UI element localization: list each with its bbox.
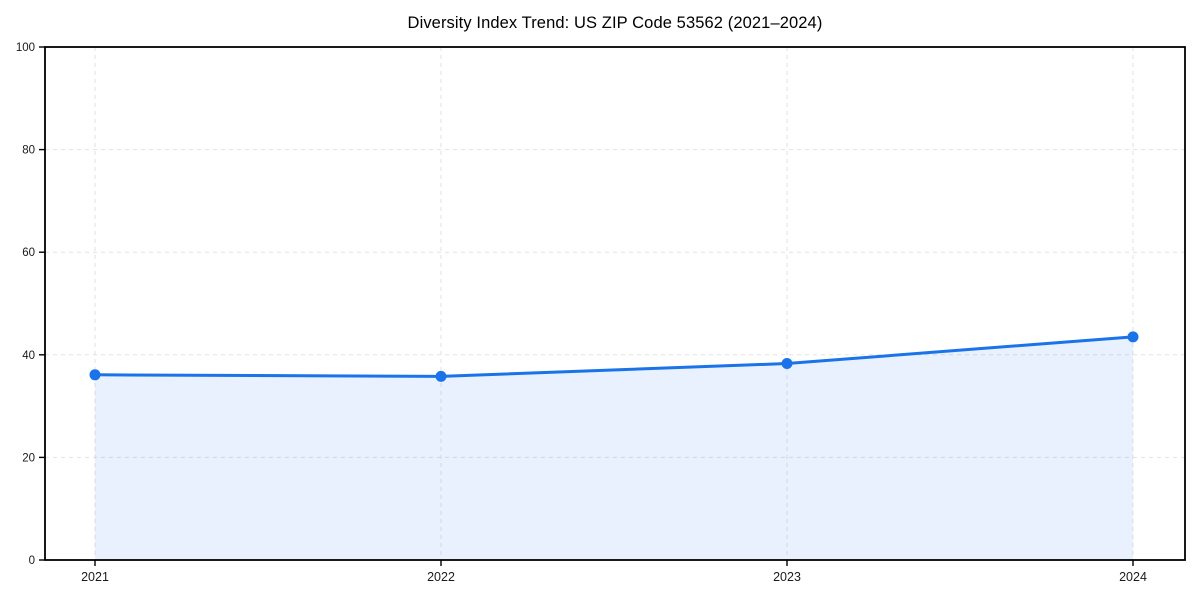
chart-title: Diversity Index Trend: US ZIP Code 53562…	[407, 14, 823, 32]
x-tick-label: 2023	[773, 570, 801, 584]
data-point-2023	[781, 358, 793, 370]
x-tick-label: 2021	[81, 570, 109, 584]
trend-line	[93, 335, 1135, 378]
data-point-2024	[1127, 331, 1139, 343]
y-tick-label: 80	[22, 145, 35, 157]
area-fill	[95, 336, 1133, 560]
y-tick-label: 60	[22, 247, 35, 259]
x-tick-label: 2022	[427, 570, 455, 584]
y-tick-label: 100	[16, 42, 35, 54]
y-tick-label: 0	[29, 555, 35, 567]
plot-border	[44, 46, 1186, 561]
data-point-2022	[435, 370, 447, 382]
y-tick-label: 40	[22, 350, 35, 362]
y-tick-label: 20	[22, 452, 35, 464]
data-point-2021	[89, 369, 101, 381]
x-tick-label: 2024	[1119, 570, 1147, 584]
